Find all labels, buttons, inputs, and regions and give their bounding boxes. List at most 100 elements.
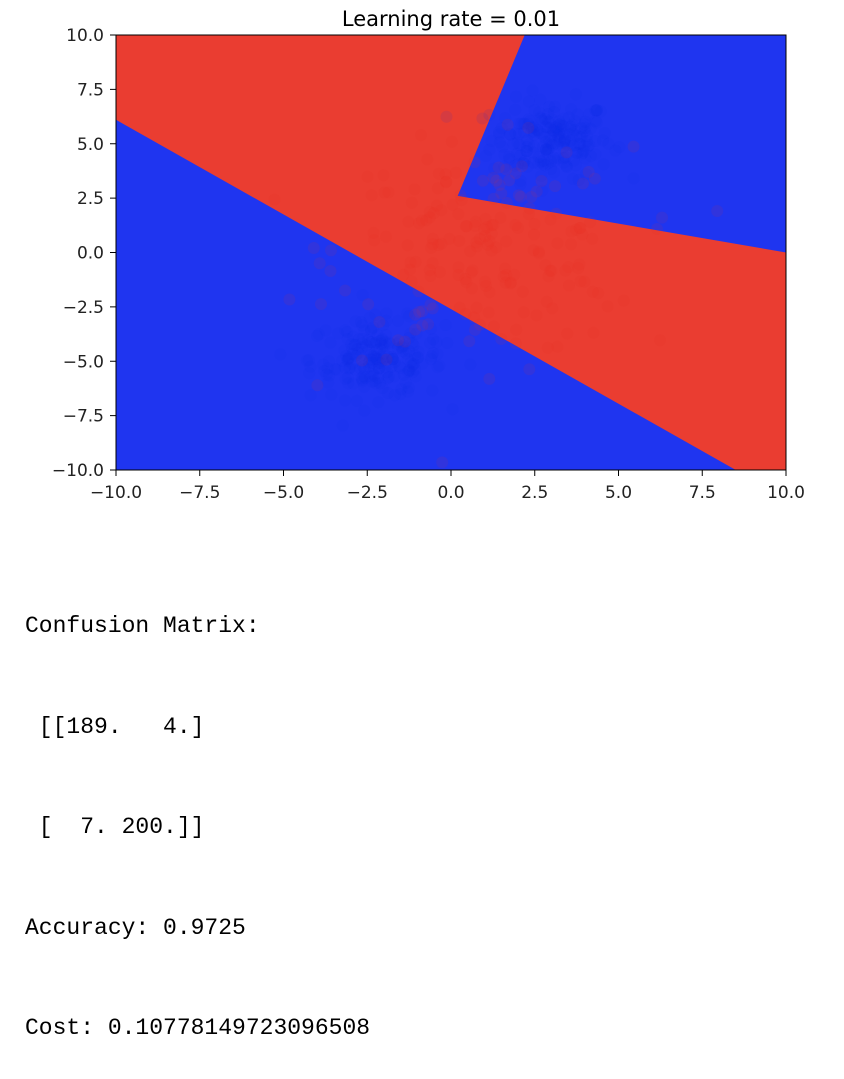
scatter-point: [501, 118, 514, 131]
scatter-point: [568, 139, 581, 152]
scatter-point: [601, 300, 614, 313]
scatter-point: [528, 228, 540, 241]
scatter-point: [366, 375, 379, 388]
x-tick-label: −7.5: [179, 483, 220, 503]
scatter-point: [470, 240, 483, 253]
scatter-point: [540, 143, 553, 156]
scatter-point: [338, 344, 351, 357]
scatter-point: [538, 131, 551, 144]
scatter-point: [485, 244, 498, 257]
scatter-point: [527, 140, 540, 153]
scatter-point: [363, 360, 376, 373]
scatter-point: [572, 174, 585, 186]
scatter-point: [561, 139, 574, 151]
scatter-point: [416, 214, 428, 227]
scatter-point: [324, 265, 337, 277]
scatter-point: [370, 353, 383, 366]
scatter-point: [469, 219, 481, 232]
scatter-point: [356, 341, 368, 354]
scatter-point: [613, 141, 626, 154]
scatter-point: [455, 194, 468, 207]
scatter-point: [464, 245, 477, 258]
scatter-point: [432, 239, 445, 251]
scatter-point: [324, 336, 337, 349]
scatter-point: [589, 104, 602, 117]
scatter-point: [445, 135, 458, 148]
scatter-point: [562, 261, 575, 273]
scatter-point: [555, 119, 568, 132]
scatter-point: [592, 287, 605, 300]
scatter-point: [425, 353, 437, 366]
scatter-point: [329, 363, 341, 376]
scatter-point: [426, 257, 439, 270]
scatter-point: [580, 168, 593, 181]
scatter-point: [379, 361, 392, 374]
scatter-point: [495, 187, 508, 200]
scatter-point: [402, 364, 415, 377]
scatter-point: [509, 159, 521, 172]
y-tick-label: −10.0: [52, 461, 104, 481]
scatter-point: [365, 353, 378, 366]
scatter-point: [373, 362, 386, 375]
scatter-point: [368, 369, 381, 382]
scatter-point: [602, 137, 615, 150]
scatter-point: [345, 338, 358, 351]
scatter-point: [568, 124, 581, 136]
scatter-point: [533, 106, 546, 119]
scatter-point: [341, 354, 354, 367]
scatter-point: [557, 120, 569, 133]
scatter-point: [573, 258, 586, 271]
scatter-point: [348, 339, 361, 352]
scatter-point: [376, 354, 389, 367]
scatter-point: [352, 333, 365, 346]
scatter-point: [521, 160, 534, 173]
scatter-point: [453, 301, 466, 314]
scatter-point: [503, 174, 516, 187]
scatter-point: [521, 134, 534, 147]
scatter-point: [403, 364, 416, 377]
scatter-point: [509, 103, 522, 116]
scatter-point: [551, 122, 564, 135]
scatter-point: [381, 366, 393, 379]
scatter-point: [574, 222, 587, 234]
scatter-point: [509, 127, 522, 140]
scatter-point: [343, 362, 355, 375]
scatter-point: [300, 354, 313, 367]
scatter-point: [483, 235, 496, 248]
y-axis: 10.0 7.5 5.0 2.5 0.0 −2.5 −5.0 −7.5 −10.0: [52, 26, 116, 481]
scatter-point: [527, 156, 540, 169]
scatter-point: [533, 126, 546, 139]
scatter-point: [416, 357, 429, 370]
scatter-point: [498, 160, 511, 173]
scatter-point: [545, 264, 558, 277]
x-tick-label: 5.0: [605, 483, 632, 503]
scatter-point: [711, 205, 724, 217]
scatter-point: [509, 219, 522, 231]
scatter-point: [360, 339, 373, 352]
scatter-point: [537, 154, 550, 167]
scatter-point: [550, 207, 563, 220]
y-tick-label: 10.0: [66, 26, 104, 46]
scatter-point: [542, 270, 555, 283]
scatter-point: [366, 356, 378, 369]
scatter-point: [426, 238, 439, 251]
decision-region-2: [457, 35, 786, 253]
scatter-point: [577, 144, 590, 157]
scatter-point: [376, 334, 388, 347]
scatter-point: [492, 161, 505, 174]
x-axis: −10.0 −7.5 −5.0 −2.5 0.0 2.5 5.0 7.5 10.0: [90, 470, 805, 503]
scatter-point: [394, 361, 407, 374]
scatter-point: [370, 336, 383, 349]
scatter-point: [500, 235, 513, 248]
scatter-point: [483, 372, 496, 385]
scatter-point: [557, 141, 570, 154]
scatter-point: [534, 155, 547, 168]
scatter-point: [517, 306, 530, 319]
scatter-point: [567, 154, 580, 167]
scatter-point: [575, 129, 588, 142]
scatter-point: [576, 177, 589, 190]
scatter-point: [431, 182, 444, 195]
scatter-point: [374, 356, 387, 369]
scatter-point: [425, 350, 438, 363]
scatter-point: [430, 199, 443, 212]
